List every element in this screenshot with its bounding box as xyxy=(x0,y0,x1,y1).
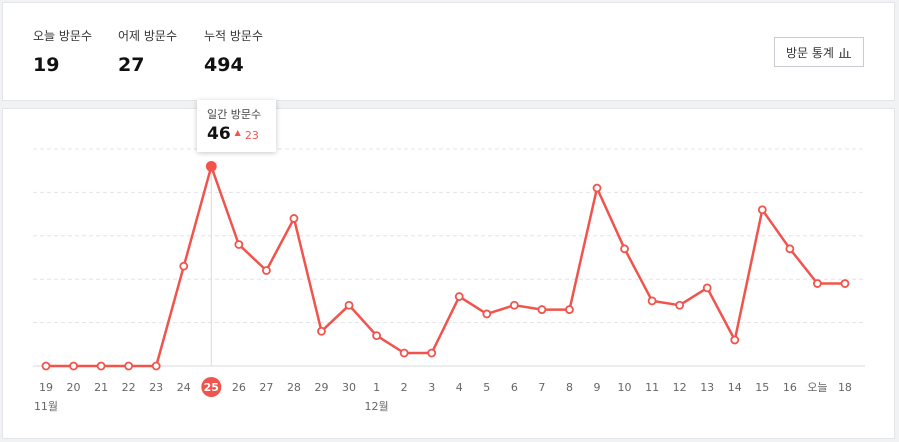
x-tick-label[interactable]: 6 xyxy=(511,381,518,394)
x-tick-label[interactable]: 3 xyxy=(428,381,435,394)
x-tick-label[interactable]: 18 xyxy=(838,381,852,394)
x-tick-label[interactable]: 20 xyxy=(67,381,81,394)
data-point[interactable] xyxy=(317,326,326,336)
data-point[interactable] xyxy=(730,335,740,345)
tooltip-delta: 23 xyxy=(244,129,259,142)
data-point[interactable] xyxy=(234,240,244,249)
x-tick-label[interactable]: 27 xyxy=(259,381,273,394)
triangle-up-icon: ▲ xyxy=(234,128,241,137)
series-line xyxy=(46,165,845,368)
x-tick-label[interactable]: 14 xyxy=(728,381,742,394)
x-tick-label[interactable]: 26 xyxy=(232,381,246,394)
x-month-label: 11월 xyxy=(34,400,58,413)
x-axis-months: 11월 12월 xyxy=(34,400,389,413)
x-tick-label[interactable]: 8 xyxy=(566,381,573,394)
data-point[interactable] xyxy=(757,205,767,215)
x-tick-label[interactable]: 12 xyxy=(673,381,687,394)
today-visits-value: 19 xyxy=(33,54,60,76)
today-visits-label: 오늘 방문수 xyxy=(33,29,93,43)
x-tick-label[interactable]: 15 xyxy=(755,381,769,394)
chart-tooltip: 일간 방문수 46 ▲ 23 xyxy=(197,100,276,152)
yesterday-visits-label: 어제 방문수 xyxy=(118,29,178,43)
x-tick-label[interactable]: 7 xyxy=(538,381,545,394)
data-point[interactable] xyxy=(813,279,822,288)
summary-card: 오늘 방문수 19 어제 방문수 27 누적 방문수 494 방문 통계 xyxy=(2,2,895,101)
data-point[interactable] xyxy=(592,183,602,193)
tooltip-value: 46 xyxy=(207,124,231,144)
data-point[interactable] xyxy=(785,244,795,254)
x-tick-label[interactable]: 오늘 xyxy=(807,381,827,394)
data-point[interactable] xyxy=(96,361,106,371)
data-point[interactable] xyxy=(399,348,409,358)
x-tick-label[interactable]: 16 xyxy=(783,381,797,394)
chart-grid xyxy=(33,148,865,367)
data-point[interactable] xyxy=(344,300,354,310)
total-visits-stat: 누적 방문수 494 xyxy=(204,27,263,76)
data-point[interactable] xyxy=(179,261,189,271)
x-tick-label[interactable]: 5 xyxy=(483,381,490,394)
data-point[interactable] xyxy=(675,300,685,310)
chart-card xyxy=(2,108,895,439)
x-tick-label[interactable]: 1 xyxy=(373,381,380,394)
data-point[interactable] xyxy=(840,279,850,288)
data-point[interactable] xyxy=(372,331,382,341)
data-point[interactable] xyxy=(124,361,134,371)
x-tick-label[interactable]: 13 xyxy=(700,381,714,394)
x-tick-label[interactable]: 24 xyxy=(177,381,191,394)
bar-chart-icon xyxy=(838,47,851,58)
yesterday-visits-value: 27 xyxy=(118,54,145,76)
x-tick-label[interactable]: 21 xyxy=(94,381,108,394)
x-tick-label[interactable]: 9 xyxy=(594,381,601,394)
active-tick-badge xyxy=(201,377,222,397)
data-point[interactable] xyxy=(509,300,519,310)
data-point[interactable] xyxy=(537,305,547,314)
total-visits-value: 494 xyxy=(204,54,244,76)
visit-stats-button[interactable]: 방문 통계 xyxy=(774,37,864,67)
yesterday-visits-stat: 어제 방문수 27 xyxy=(118,27,177,76)
x-tick-label[interactable]: 23 xyxy=(149,381,163,394)
total-visits-label: 누적 방문수 xyxy=(204,29,264,43)
chart-line-group xyxy=(46,165,845,368)
data-point[interactable] xyxy=(205,160,217,172)
data-point[interactable] xyxy=(620,244,629,254)
data-point[interactable] xyxy=(565,305,574,314)
x-tick-label[interactable]: 4 xyxy=(456,381,463,394)
data-point[interactable] xyxy=(261,266,271,275)
x-tick-label[interactable]: 28 xyxy=(287,381,301,394)
data-point[interactable] xyxy=(427,348,437,358)
x-tick-label[interactable]: 25 xyxy=(204,381,219,394)
today-visits-stat: 오늘 방문수 19 xyxy=(33,27,92,76)
data-point[interactable] xyxy=(41,361,51,371)
x-month-label: 12월 xyxy=(365,400,389,413)
data-point[interactable] xyxy=(647,296,657,306)
x-tick-label[interactable]: 10 xyxy=(618,381,632,394)
x-tick-label[interactable]: 29 xyxy=(315,381,329,394)
x-tick-label[interactable]: 2 xyxy=(401,381,408,394)
data-point[interactable] xyxy=(482,309,492,319)
x-axis-ticks: 19 20 21 22 23 24 25 26 27 28 29 30 1 2 3 4 5 6 7 8 9 10 11 12 1… xyxy=(39,377,852,397)
x-tick-label[interactable]: 30 xyxy=(342,381,356,394)
data-point[interactable] xyxy=(69,361,78,371)
visit-stats-button-label: 방문 통계 xyxy=(786,45,834,60)
data-point[interactable] xyxy=(151,361,161,371)
data-point[interactable] xyxy=(702,283,712,293)
tooltip-title: 일간 방문수 xyxy=(207,108,262,121)
data-point[interactable] xyxy=(289,214,299,223)
x-tick-label[interactable]: 11 xyxy=(645,381,659,394)
data-point[interactable] xyxy=(454,292,464,301)
x-tick-label[interactable]: 19 xyxy=(39,381,53,394)
x-tick-label[interactable]: 22 xyxy=(122,381,136,394)
chart-points xyxy=(41,160,850,371)
